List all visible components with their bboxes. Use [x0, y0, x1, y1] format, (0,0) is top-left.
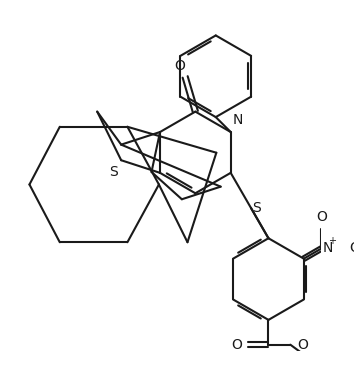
Text: O: O	[316, 210, 327, 224]
Text: N: N	[232, 113, 242, 127]
Text: O: O	[298, 338, 308, 352]
Text: S: S	[252, 201, 261, 215]
Text: O: O	[349, 241, 354, 255]
Text: S: S	[109, 166, 118, 180]
Text: N: N	[323, 241, 333, 255]
Text: O: O	[232, 338, 242, 352]
Text: +: +	[328, 236, 336, 246]
Text: O: O	[175, 59, 185, 72]
